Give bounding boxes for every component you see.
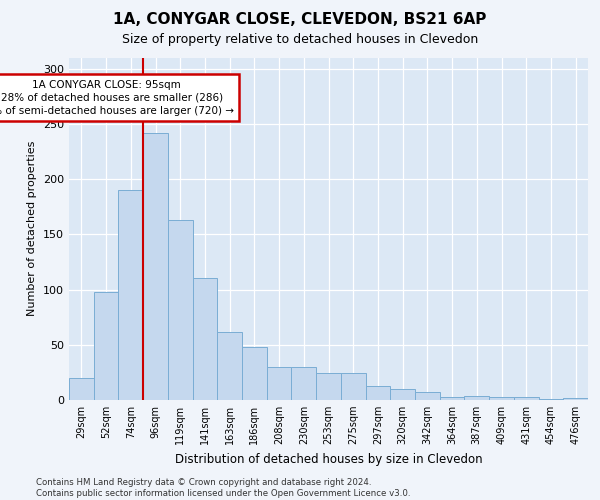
Bar: [94, 292, 118, 400]
Bar: [514, 396, 539, 400]
Bar: [217, 332, 242, 400]
Bar: [143, 132, 168, 400]
Bar: [390, 389, 415, 400]
Bar: [242, 347, 267, 400]
X-axis label: Distribution of detached houses by size in Clevedon: Distribution of detached houses by size …: [175, 452, 482, 466]
Bar: [440, 396, 464, 400]
Bar: [69, 378, 94, 400]
Text: 1A, CONYGAR CLOSE, CLEVEDON, BS21 6AP: 1A, CONYGAR CLOSE, CLEVEDON, BS21 6AP: [113, 12, 487, 28]
Bar: [464, 396, 489, 400]
Bar: [563, 398, 588, 400]
Bar: [365, 386, 390, 400]
Bar: [415, 392, 440, 400]
Bar: [267, 367, 292, 400]
Y-axis label: Number of detached properties: Number of detached properties: [28, 141, 37, 316]
Text: Contains HM Land Registry data © Crown copyright and database right 2024.
Contai: Contains HM Land Registry data © Crown c…: [36, 478, 410, 498]
Bar: [539, 399, 563, 400]
Bar: [118, 190, 143, 400]
Bar: [489, 396, 514, 400]
Bar: [193, 278, 217, 400]
Bar: [341, 374, 365, 400]
Bar: [168, 220, 193, 400]
Text: Size of property relative to detached houses in Clevedon: Size of property relative to detached ho…: [122, 32, 478, 46]
Bar: [292, 367, 316, 400]
Bar: [316, 374, 341, 400]
Text: 1A CONYGAR CLOSE: 95sqm
← 28% of detached houses are smaller (286)
71% of semi-d: 1A CONYGAR CLOSE: 95sqm ← 28% of detache…: [0, 80, 233, 116]
